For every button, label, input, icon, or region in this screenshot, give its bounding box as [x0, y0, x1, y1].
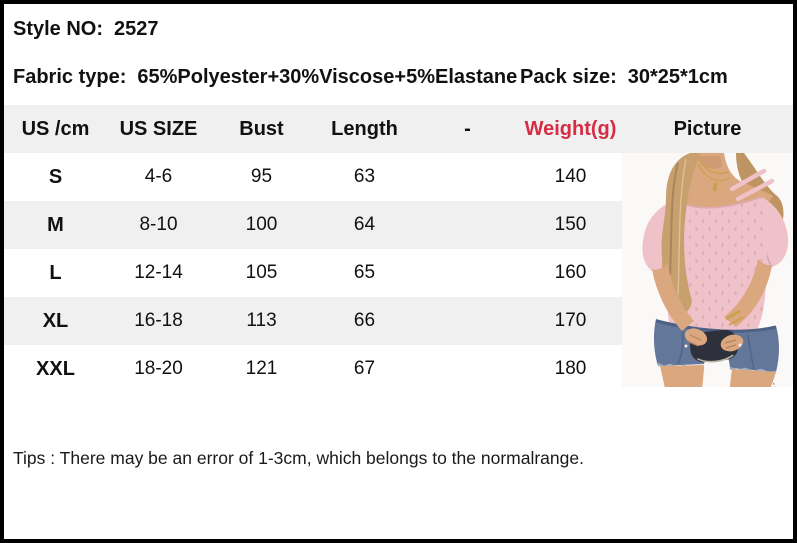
col-header-dash: -	[416, 105, 519, 153]
table-row: L 12-14 105 65 160	[4, 249, 793, 297]
size-table: US /cm US SIZE Bust Length - Weight(g) P…	[4, 105, 793, 393]
us-size-cell: 4-6	[144, 166, 173, 187]
bust-cell: 121	[245, 358, 278, 379]
fabric-type-label: Fabric type:	[13, 66, 127, 88]
info-header: Style NO: 2527 Fabric type: 65%Polyester+3…	[4, 4, 793, 105]
hair-front	[661, 153, 700, 316]
dash-cell	[416, 153, 519, 201]
fabric-type-value: 65%Polyester+30%Viscose+5%Elastane	[137, 66, 518, 88]
picture-cell: Model wearing a pink cold-shoulder short…	[622, 153, 793, 393]
style-no-value: 2527	[114, 18, 159, 40]
model-skin	[672, 153, 773, 215]
legs	[660, 365, 776, 389]
col-header-length: Length	[313, 105, 416, 153]
table-header-row: US /cm US SIZE Bust Length - Weight(g) P…	[4, 105, 793, 153]
us-size-cell: 16-18	[134, 310, 183, 331]
table-row: S 4-6 95 63 140 Model wearing a pink col…	[4, 153, 793, 393]
length-cell: 65	[353, 262, 376, 283]
us-size-cell: 12-14	[134, 262, 183, 283]
dash-cell	[416, 345, 519, 393]
dash-cell	[416, 249, 519, 297]
col-header-weight: Weight(g)	[519, 105, 622, 153]
dash-cell	[416, 201, 519, 249]
weight-cell: 150	[554, 214, 587, 235]
us-size-cell: 18-20	[134, 358, 183, 379]
pack-size-value: 30*25*1cm	[627, 66, 728, 88]
model-photo: Model wearing a pink cold-shoulder short…	[622, 153, 793, 393]
photo-bottom-fade	[622, 387, 793, 393]
table-row: XXL 18-20 121 67 180	[4, 345, 793, 393]
shoulder-straps	[729, 168, 775, 202]
bust-cell: 95	[250, 166, 273, 187]
size-cell: M	[47, 213, 64, 236]
bust-cell: 100	[245, 214, 278, 235]
col-header-us-size: US SIZE	[107, 105, 210, 153]
necklace	[697, 159, 731, 192]
fabric-type-line: Fabric type: 65%Polyester+30%Viscose+5%El…	[13, 66, 517, 89]
hands	[684, 328, 744, 352]
length-cell: 64	[353, 214, 376, 235]
weight-cell: 170	[554, 310, 587, 331]
size-cell: XL	[42, 309, 69, 332]
style-no-line: Style NO: 2527	[13, 18, 159, 41]
tips-text: Tips : There may be an error of 1-3cm, w…	[13, 448, 584, 468]
col-header-us-cm: US /cm	[4, 105, 107, 153]
size-cell: S	[48, 165, 63, 188]
length-cell: 66	[353, 310, 376, 331]
pack-size-line: Pack size: 30*25*1cm	[520, 66, 728, 89]
arms	[652, 259, 772, 331]
style-no-label: Style NO:	[13, 18, 104, 40]
weight-cell: 160	[554, 262, 587, 283]
chin-shadow	[696, 156, 722, 169]
dash-cell	[416, 297, 519, 345]
bust-cell: 113	[246, 310, 277, 331]
weight-cell: 140	[554, 166, 587, 187]
us-size-cell: 8-10	[139, 214, 178, 235]
length-cell: 63	[353, 166, 376, 187]
bracelet	[725, 309, 744, 326]
pack-size-label: Pack size:	[520, 66, 617, 88]
col-header-bust: Bust	[210, 105, 313, 153]
size-cell: XXL	[36, 357, 75, 380]
col-header-picture: Picture	[622, 105, 793, 153]
bust-cell: 105	[245, 262, 278, 283]
length-cell: 67	[353, 358, 376, 379]
weight-cell: 180	[554, 358, 587, 379]
size-cell: L	[49, 261, 62, 284]
